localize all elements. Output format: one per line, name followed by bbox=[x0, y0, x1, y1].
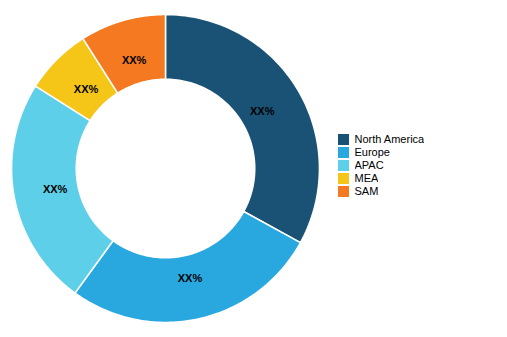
html-text:SAM: SAM bbox=[354, 185, 379, 198]
html-text:Europe: Europe bbox=[354, 146, 390, 159]
svg-text:XX%: XX% bbox=[178, 272, 203, 284]
svg-text:XX%: XX% bbox=[43, 183, 68, 195]
svg-text:XX%: XX% bbox=[74, 83, 99, 95]
svg-text:XX%: XX% bbox=[250, 105, 275, 117]
html-text:APAC: APAC bbox=[354, 159, 384, 172]
svg-text:XX%: XX% bbox=[122, 54, 147, 66]
html-text:MEA: MEA bbox=[354, 172, 379, 185]
html-text:North America: North America bbox=[354, 133, 425, 146]
